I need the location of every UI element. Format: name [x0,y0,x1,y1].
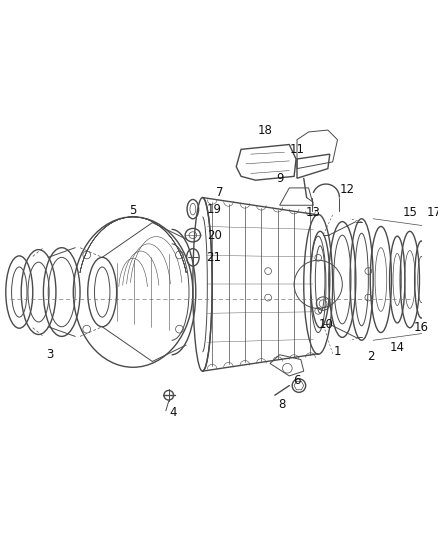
Text: 8: 8 [278,398,285,411]
Text: 12: 12 [339,183,355,196]
Text: 11: 11 [290,143,304,156]
Text: 13: 13 [306,206,321,219]
Text: 19: 19 [207,203,222,216]
Text: 18: 18 [258,124,272,136]
Text: 3: 3 [46,348,54,361]
Text: 16: 16 [414,321,429,334]
Text: 5: 5 [129,204,137,216]
Text: 7: 7 [216,186,224,199]
Text: 10: 10 [318,318,333,332]
Text: 21: 21 [207,251,222,264]
Text: 4: 4 [170,406,177,419]
Text: 9: 9 [276,172,283,185]
Text: 1: 1 [334,345,341,358]
Text: 17: 17 [427,206,438,219]
Text: 20: 20 [207,229,222,241]
Text: 15: 15 [403,206,417,219]
Text: 6: 6 [293,374,301,387]
Text: 14: 14 [390,341,405,353]
Text: 2: 2 [367,350,375,363]
